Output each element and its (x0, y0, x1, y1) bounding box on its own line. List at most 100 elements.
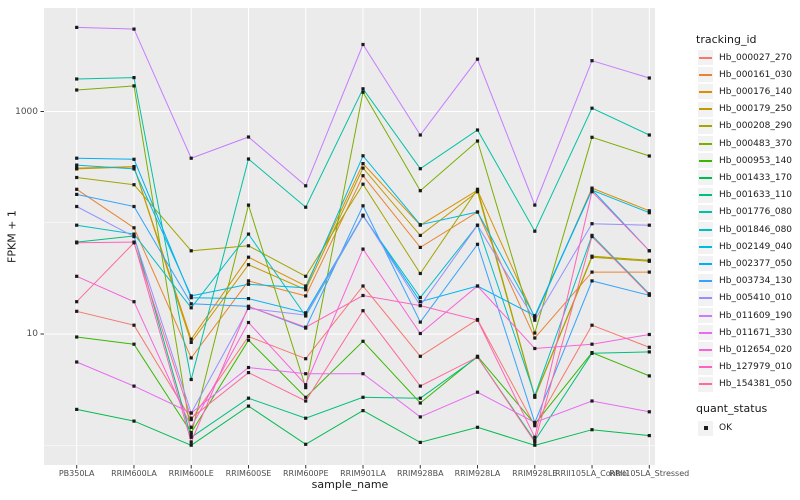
legend-item-label: Hb_000027_270 (719, 52, 793, 63)
data-point (75, 77, 79, 81)
data-point (590, 222, 594, 226)
data-point (246, 338, 251, 342)
data-point (304, 383, 308, 387)
data-point (647, 249, 651, 253)
legend-item-Hb_011609_190: Hb_011609_190 (698, 308, 792, 324)
data-point (189, 431, 193, 435)
legend-color-line-icon (699, 125, 712, 128)
data-point (590, 323, 594, 327)
legend-key (698, 170, 713, 186)
data-point (75, 167, 79, 171)
data-point (590, 135, 594, 139)
data-point (361, 372, 365, 376)
legend-item-label: Hb_001846_080 (719, 224, 793, 235)
data-point (189, 425, 193, 429)
data-point (246, 135, 251, 139)
data-point (132, 157, 136, 161)
data-point (246, 263, 251, 267)
data-point (75, 300, 79, 304)
data-point (418, 133, 422, 137)
data-point (647, 410, 651, 414)
legend-key (698, 222, 713, 237)
data-point (361, 395, 365, 399)
data-point (418, 415, 422, 419)
data-point (132, 419, 136, 423)
data-point (418, 300, 422, 304)
data-point (475, 284, 480, 288)
data-point (647, 209, 651, 213)
data-point (475, 190, 480, 194)
data-point (647, 332, 651, 337)
data-point (647, 350, 651, 354)
data-point (132, 232, 136, 236)
data-point (246, 334, 251, 339)
legend-item-label: Hb_001633_110 (719, 190, 793, 201)
legend-item-quant-ok: OK (698, 420, 732, 436)
data-point (533, 203, 537, 207)
legend-key (698, 239, 713, 255)
data-point (246, 320, 251, 325)
legend-key (698, 118, 713, 134)
legend-color-line-icon (699, 280, 712, 283)
legend-color-line-icon (699, 73, 712, 76)
legend-item-Hb_000176_140: Hb_000176_140 (698, 84, 792, 100)
data-point (361, 293, 365, 298)
x-tick-label: RRIM600LA (111, 469, 157, 478)
legend-item-label: Hb_002377_050 (719, 258, 793, 269)
data-point (590, 254, 594, 258)
legend-key (698, 273, 713, 289)
data-point (590, 279, 594, 283)
data-point (647, 211, 651, 215)
data-point (246, 282, 251, 286)
data-point (475, 139, 480, 143)
legend-color-line-icon (699, 383, 712, 386)
data-point (246, 203, 251, 207)
legend-item-Hb_001846_080: Hb_001846_080 (698, 222, 792, 238)
data-point (590, 399, 594, 403)
data-point (418, 304, 422, 308)
data-point (304, 395, 308, 399)
legend-item-Hb_000953_140: Hb_000953_140 (698, 153, 792, 169)
data-point (475, 128, 480, 132)
data-point (647, 223, 651, 227)
data-point (304, 274, 308, 278)
legend-item-label: Hb_154381_050 (719, 379, 793, 390)
data-point (189, 435, 193, 439)
data-point (132, 384, 136, 388)
data-point (647, 293, 651, 297)
legend-key (698, 256, 713, 272)
data-point (590, 190, 594, 194)
legend-key (698, 359, 713, 375)
legend-item-label: Hb_011609_190 (719, 310, 793, 321)
data-point (533, 314, 537, 318)
data-point (246, 365, 251, 370)
data-point (132, 204, 136, 209)
data-point (418, 401, 422, 405)
data-point (304, 416, 308, 420)
x-tick-label: RRIM928LE (512, 469, 558, 478)
legend-item-label: OK (719, 423, 732, 433)
data-point (361, 87, 365, 91)
data-point (132, 165, 136, 169)
legend-color-line-icon (699, 348, 712, 351)
legend-item-label: Hb_001776_080 (719, 207, 793, 218)
legend-item-Hb_154381_050: Hb_154381_050 (698, 376, 792, 392)
data-point (533, 331, 537, 335)
data-point (533, 440, 537, 444)
data-point (475, 425, 480, 429)
legend-item-label: Hb_011671_330 (719, 327, 793, 338)
data-point (132, 27, 136, 31)
data-point (418, 223, 422, 227)
data-point (361, 247, 365, 251)
x-tick-label: RRIM928BA (396, 469, 444, 478)
data-point (75, 335, 79, 339)
data-point (418, 354, 422, 358)
data-point (418, 245, 422, 249)
data-point (246, 396, 251, 400)
data-point (533, 435, 537, 439)
legend-key (698, 84, 713, 100)
data-point (189, 440, 193, 444)
x-tick-label: PB350LA (58, 469, 95, 478)
legend-item-Hb_000179_250: Hb_000179_250 (698, 101, 792, 117)
data-point (246, 244, 251, 248)
